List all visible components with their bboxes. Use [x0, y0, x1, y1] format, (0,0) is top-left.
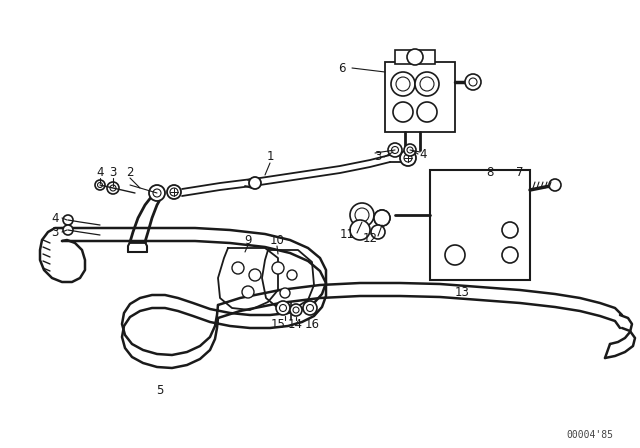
Circle shape	[374, 210, 390, 226]
Circle shape	[407, 49, 423, 65]
Circle shape	[415, 72, 439, 96]
Circle shape	[378, 214, 386, 222]
Circle shape	[170, 188, 178, 196]
Circle shape	[249, 269, 261, 281]
Circle shape	[249, 177, 261, 189]
Circle shape	[420, 77, 434, 91]
Bar	[385, 62, 455, 132]
Circle shape	[469, 78, 477, 86]
Circle shape	[95, 180, 105, 190]
Circle shape	[396, 77, 410, 91]
Circle shape	[417, 102, 437, 122]
Circle shape	[393, 102, 413, 122]
Circle shape	[350, 203, 374, 227]
Circle shape	[502, 247, 518, 263]
Text: 3: 3	[51, 225, 59, 238]
Text: 5: 5	[156, 383, 164, 396]
Circle shape	[303, 301, 317, 315]
Circle shape	[110, 185, 116, 191]
Text: 3: 3	[109, 167, 116, 180]
Polygon shape	[218, 248, 278, 310]
Circle shape	[107, 182, 119, 194]
Circle shape	[290, 304, 302, 316]
Text: 4: 4	[96, 167, 104, 180]
Bar	[395, 50, 435, 64]
Circle shape	[287, 270, 297, 280]
Circle shape	[63, 225, 73, 235]
Text: 3: 3	[374, 151, 381, 164]
Circle shape	[549, 179, 561, 191]
Circle shape	[404, 154, 412, 162]
Text: 7: 7	[516, 165, 524, 178]
Circle shape	[502, 222, 518, 238]
Text: 1: 1	[266, 151, 274, 164]
Text: 4: 4	[51, 211, 59, 224]
Circle shape	[280, 288, 290, 298]
Text: 12: 12	[362, 232, 378, 245]
Text: 2: 2	[126, 167, 134, 180]
Circle shape	[97, 182, 102, 188]
Text: 6: 6	[339, 61, 346, 74]
Circle shape	[392, 146, 399, 154]
Circle shape	[355, 208, 369, 222]
Circle shape	[232, 262, 244, 274]
Text: 11: 11	[339, 228, 355, 241]
Circle shape	[391, 72, 415, 96]
Text: 8: 8	[486, 165, 493, 178]
Text: 13: 13	[454, 285, 469, 298]
Circle shape	[371, 225, 385, 239]
Text: 10: 10	[269, 233, 284, 246]
Circle shape	[276, 301, 290, 315]
Circle shape	[350, 220, 370, 240]
Circle shape	[167, 185, 181, 199]
Circle shape	[400, 150, 416, 166]
Text: 14: 14	[287, 319, 303, 332]
Text: 00004'85: 00004'85	[566, 430, 614, 440]
Bar	[430, 170, 530, 280]
Circle shape	[388, 143, 402, 157]
Text: 4: 4	[419, 147, 427, 160]
Circle shape	[63, 215, 73, 225]
Circle shape	[445, 245, 465, 265]
Circle shape	[242, 286, 254, 298]
Circle shape	[149, 185, 165, 201]
Circle shape	[280, 305, 287, 311]
Circle shape	[407, 147, 413, 153]
Circle shape	[272, 262, 284, 274]
Circle shape	[404, 144, 416, 156]
Text: 15: 15	[271, 319, 285, 332]
Polygon shape	[262, 250, 314, 308]
Text: 16: 16	[305, 319, 319, 332]
Circle shape	[153, 189, 161, 197]
Circle shape	[307, 305, 314, 311]
Circle shape	[465, 74, 481, 90]
Text: 9: 9	[244, 233, 252, 246]
Circle shape	[293, 307, 299, 313]
Circle shape	[374, 210, 390, 226]
